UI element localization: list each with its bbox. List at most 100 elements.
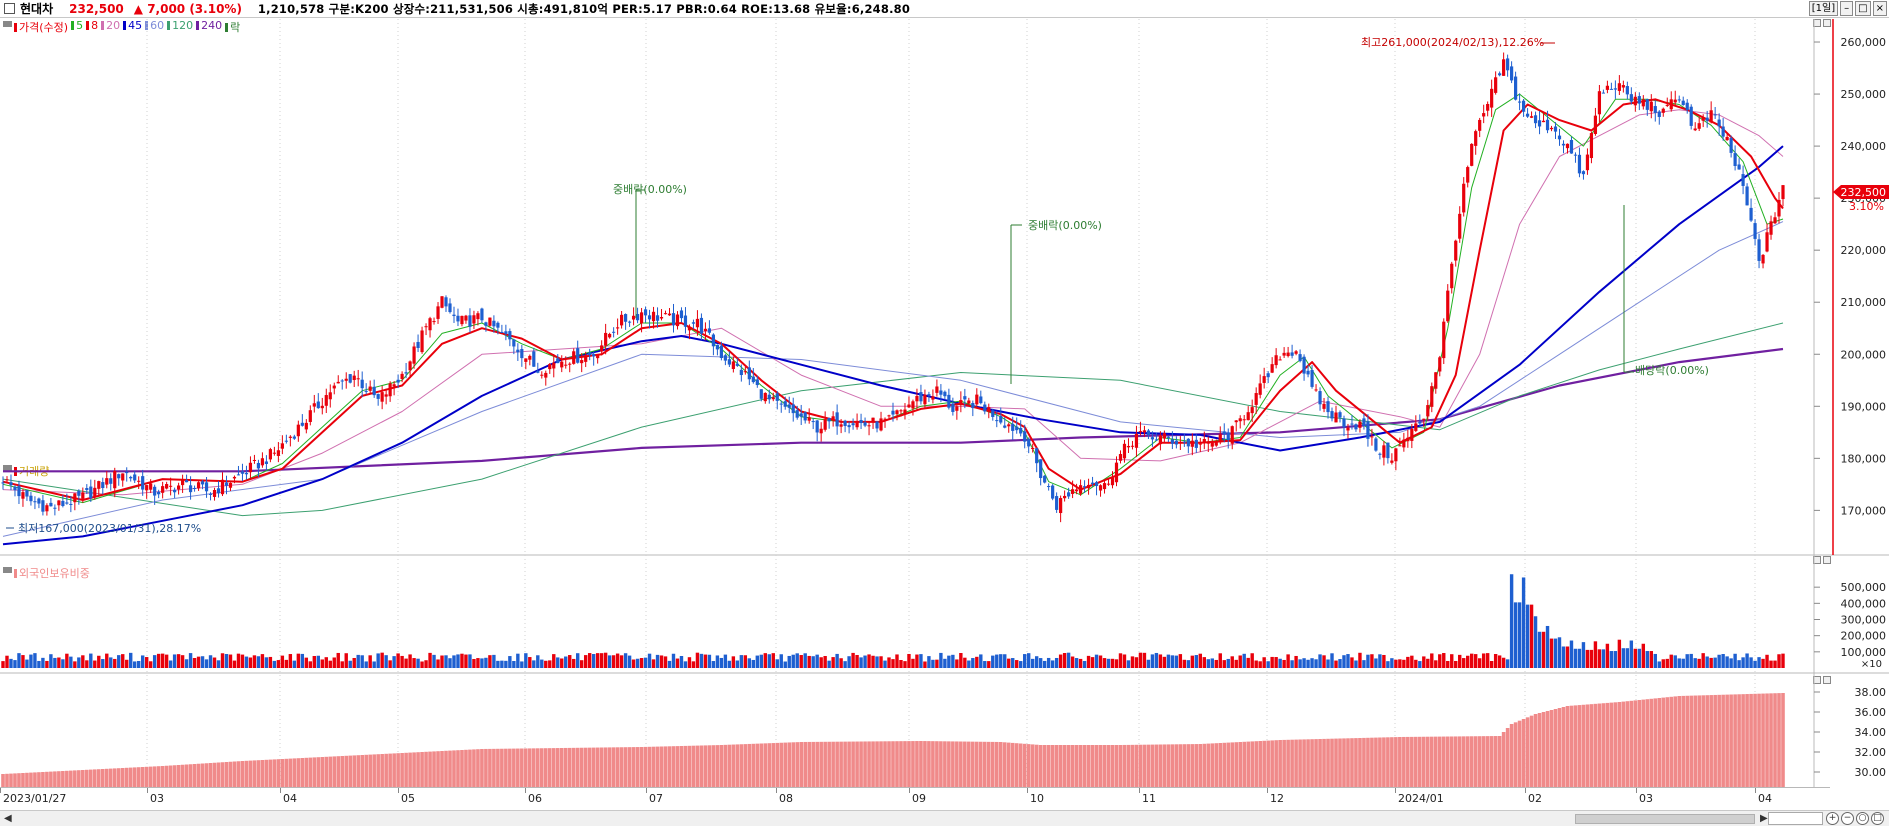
zoom-in-icon[interactable]: +	[1826, 812, 1839, 825]
price-pane-menu-icon[interactable]	[3, 21, 12, 27]
legend-item: 120	[167, 19, 193, 35]
zoom-fit-icon[interactable]: □	[1871, 812, 1884, 825]
foreign-bar	[631, 747, 636, 787]
foreign-bar	[1318, 739, 1322, 787]
foreign-bar	[364, 754, 368, 787]
foreign-legend: 외국인보유비중	[14, 565, 90, 581]
foreign-bar	[1114, 745, 1119, 787]
candle-body	[576, 348, 580, 363]
foreign-bar	[1457, 736, 1462, 787]
candle-body	[975, 394, 979, 405]
pane-close-button[interactable]	[1823, 19, 1831, 27]
volume-bar	[300, 653, 305, 668]
volume-bar	[695, 652, 700, 668]
foreign-bar	[799, 742, 804, 787]
foreign-axis-label: 34.00	[1855, 726, 1887, 739]
foreign-pane-menu-icon[interactable]	[3, 567, 12, 573]
foreign-bar	[695, 745, 700, 787]
stock-name[interactable]: 현대차	[20, 2, 54, 16]
zoom-slider[interactable]	[1768, 812, 1823, 825]
candle-body	[831, 416, 835, 421]
candle-body	[208, 493, 213, 495]
volume-bar	[328, 660, 332, 668]
volume-bar	[1481, 653, 1486, 668]
candle-body	[1537, 120, 1542, 127]
foreign-bar	[1350, 738, 1354, 787]
volume-bar	[843, 661, 847, 668]
volume-pane-buttons	[1813, 556, 1831, 564]
volume-bar	[344, 653, 348, 668]
volume-bar	[368, 655, 372, 668]
candle-body	[1358, 421, 1362, 428]
foreign-bar	[994, 741, 999, 787]
volume-bar	[1290, 660, 1294, 668]
volume-bar	[280, 655, 285, 668]
select-checkbox[interactable]	[4, 3, 15, 14]
volume-bar	[763, 653, 767, 668]
foreign-bar	[412, 752, 416, 787]
foreign-bar	[432, 751, 436, 787]
foreign-bar	[731, 744, 736, 787]
volume-bar	[1422, 656, 1426, 668]
candle-body	[1162, 433, 1166, 439]
volume-bar	[1645, 651, 1650, 668]
scroll-right-icon[interactable]: ▶	[1760, 813, 1768, 824]
close-button[interactable]: ×	[1872, 1, 1887, 16]
pane-maximize-button[interactable]	[1813, 556, 1821, 564]
pane-close-button[interactable]	[1823, 556, 1831, 564]
scroll-thumb[interactable]	[1575, 814, 1755, 824]
foreign-bar	[356, 755, 361, 787]
volume-bar	[839, 658, 843, 668]
zoom-out-icon[interactable]: −	[1841, 812, 1854, 825]
volume-bar	[1382, 654, 1386, 668]
foreign-bar	[535, 748, 540, 787]
candle-body	[332, 385, 336, 389]
pane-maximize-button[interactable]	[1813, 19, 1821, 27]
foreign-bar	[1601, 703, 1606, 787]
foreign-bar	[208, 763, 213, 787]
foreign-bar	[655, 746, 660, 787]
volume-pane-menu-icon[interactable]	[3, 465, 12, 471]
candle-body	[919, 392, 923, 402]
volume-bar	[1621, 648, 1626, 668]
restore-button[interactable]: □	[1855, 1, 1871, 16]
pane-close-button[interactable]	[1823, 676, 1831, 684]
scroll-left-icon[interactable]: ◀	[4, 813, 12, 824]
volume-bar	[125, 659, 129, 668]
pane-maximize-button[interactable]	[1813, 676, 1821, 684]
candle-body	[444, 297, 448, 307]
foreign-bar	[89, 769, 93, 787]
volume-bar	[787, 655, 791, 668]
candle-body	[484, 322, 488, 326]
volume-bar	[1146, 659, 1151, 668]
candle-body	[1322, 403, 1326, 409]
legend-marker-icon	[86, 21, 90, 30]
volume-bar	[1150, 654, 1155, 668]
candle-body	[1027, 439, 1031, 447]
foreign-bar	[1374, 737, 1378, 787]
candle-body	[1737, 164, 1741, 170]
volume-bar	[73, 661, 77, 668]
candle-body	[1761, 254, 1765, 264]
period-button[interactable]: [1일]	[1808, 1, 1839, 16]
candle-body	[272, 452, 276, 454]
candle-body	[895, 410, 899, 415]
candle-body	[1214, 441, 1218, 446]
horizontal-scrollbar[interactable]: ◀ ▶ + − ○ □	[0, 810, 1889, 826]
foreign-bar	[332, 756, 337, 787]
volume-bar	[1653, 653, 1657, 668]
volume-bar	[208, 655, 213, 668]
minimize-button[interactable]: –	[1840, 1, 1854, 16]
candle-body	[260, 458, 265, 466]
foreign-bar	[1242, 741, 1247, 787]
volume-bar	[1374, 658, 1378, 668]
foreign-bar	[603, 747, 608, 787]
candle-body	[1202, 439, 1206, 443]
zoom-reset-icon[interactable]: ○	[1856, 812, 1869, 825]
volume-bar	[1226, 658, 1230, 668]
candle-body	[1625, 86, 1629, 95]
foreign-bar	[1234, 742, 1239, 787]
candle-body	[1482, 113, 1486, 117]
candle-body	[1043, 475, 1047, 483]
date-label: 03	[1639, 792, 1653, 805]
